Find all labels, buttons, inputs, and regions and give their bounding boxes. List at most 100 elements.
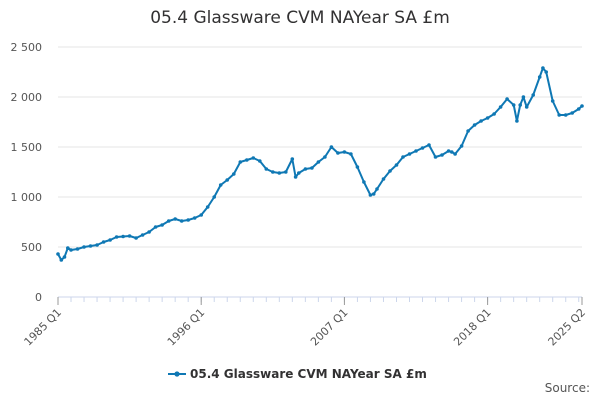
x-tick-label: 2018 Q1 (451, 306, 494, 349)
data-point (570, 111, 574, 115)
data-point (310, 166, 314, 170)
data-point (524, 105, 529, 109)
data-point (245, 158, 249, 162)
data-point (140, 233, 145, 237)
data-point (498, 105, 503, 109)
data-point (427, 143, 431, 147)
data-point (472, 123, 477, 127)
data-point (479, 119, 483, 123)
data-point (433, 155, 438, 159)
data-point (290, 157, 295, 161)
data-point (186, 218, 190, 222)
data-point (212, 195, 216, 199)
data-point (511, 103, 516, 107)
y-tick-label: 0 (35, 291, 42, 304)
x-tick-label: 1985 Q1 (22, 306, 65, 349)
data-point (56, 252, 60, 256)
data-point (66, 246, 70, 250)
x-tick-label: 2025 Q2 (546, 306, 589, 349)
data-point (297, 171, 301, 175)
legend-point-marker (174, 371, 180, 377)
data-point (557, 113, 561, 117)
data-point (232, 172, 236, 176)
data-point (388, 169, 392, 173)
data-point (368, 193, 373, 197)
data-point (459, 144, 464, 148)
data-point (101, 240, 106, 244)
data-point (199, 213, 203, 217)
grid-lines (58, 46, 582, 248)
data-point (336, 151, 340, 155)
data-point (407, 152, 412, 156)
data-point (401, 155, 405, 159)
data-point (420, 146, 425, 150)
data-point (466, 129, 470, 133)
data-point (69, 248, 73, 252)
x-tick-label: 1996 Q1 (165, 306, 208, 349)
data-point (108, 238, 112, 242)
data-point (531, 93, 535, 97)
data-point (541, 66, 545, 70)
data-point (264, 167, 269, 171)
data-point (134, 236, 138, 240)
data-point (450, 150, 454, 154)
data-point (550, 99, 555, 103)
y-tick-label: 2 000 (11, 91, 43, 104)
data-point (580, 104, 584, 108)
data-point (323, 155, 327, 159)
data-point (521, 95, 526, 99)
data-point (544, 70, 548, 74)
data-point (505, 97, 509, 101)
x-axis: 1985 Q1 1996 Q1 2007 Q1 2018 Q1 2025 Q2 (22, 296, 589, 349)
data-point (192, 216, 197, 220)
data-point (394, 163, 399, 167)
data-point (303, 167, 308, 171)
data-point (381, 177, 386, 181)
data-point (82, 245, 86, 249)
data-point (446, 149, 451, 153)
y-tick-label: 500 (21, 241, 42, 254)
y-tick-label: 1 000 (11, 191, 43, 204)
data-point (371, 192, 376, 196)
data-point (492, 112, 496, 116)
data-point (284, 170, 288, 174)
data-point (251, 156, 256, 160)
source-label: Source: (544, 381, 590, 395)
data-point (59, 258, 64, 262)
data-point (218, 183, 223, 187)
data-point (238, 160, 243, 164)
data-point (440, 153, 444, 157)
data-point (576, 107, 581, 111)
data-point (225, 178, 229, 182)
y-axis: 0 500 1 000 1 500 2 000 2 500 (11, 41, 43, 304)
x-tick-label: 2007 Q1 (308, 306, 351, 349)
data-point (349, 152, 353, 156)
legend[interactable]: 05.4 Glassware CVM NAYear SA £m (168, 367, 427, 381)
data-point (329, 145, 334, 149)
plot-area (56, 66, 584, 262)
data-point (293, 175, 298, 179)
data-point (147, 230, 151, 234)
data-point (75, 247, 80, 251)
data-point (88, 244, 93, 248)
legend-label: 05.4 Glassware CVM NAYear SA £m (190, 367, 427, 381)
data-point (485, 116, 490, 120)
data-point (121, 234, 125, 239)
data-point (342, 150, 347, 154)
data-point (258, 159, 262, 163)
data-point (375, 187, 379, 191)
data-point (205, 205, 210, 209)
data-point (127, 234, 132, 238)
data-point (160, 223, 164, 227)
data-point (153, 225, 158, 229)
data-point (166, 219, 171, 223)
data-point (114, 235, 119, 239)
data-point (515, 119, 519, 123)
data-point (362, 180, 366, 184)
data-point (355, 165, 360, 169)
data-point (537, 75, 542, 79)
data-point (563, 113, 568, 117)
data-point (173, 217, 177, 221)
data-point (62, 255, 67, 259)
